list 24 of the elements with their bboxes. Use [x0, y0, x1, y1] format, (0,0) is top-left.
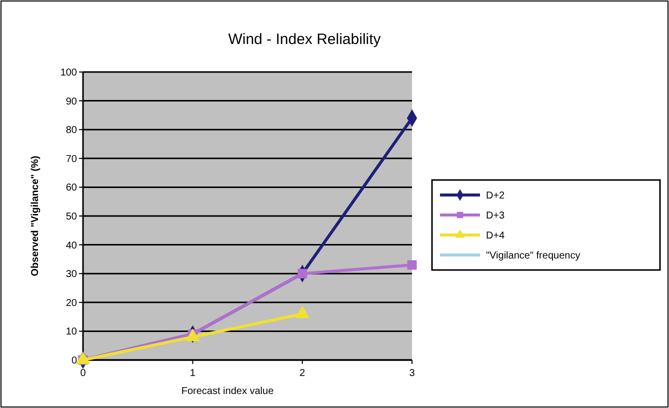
y-tick-label: 100 — [60, 68, 78, 78]
y-tick-label: 50 — [66, 212, 78, 222]
y-tick-label: 60 — [66, 182, 78, 194]
y-tick-label: 70 — [66, 154, 78, 165]
point — [407, 260, 417, 270]
y-tick-label: 0 — [71, 356, 78, 366]
y-tick-label: 40 — [66, 240, 78, 252]
x-tick-label: 2 — [300, 368, 306, 379]
point — [298, 268, 308, 278]
x-tick-label: 1 — [190, 368, 196, 379]
y-tick-label: 30 — [66, 269, 78, 280]
y-tick-label: 10 — [66, 326, 78, 338]
legend-label: D+3 — [486, 210, 506, 222]
y-tick-label: 90 — [66, 96, 78, 108]
legend-label: D+4 — [486, 230, 506, 242]
legend-label: "Vigilance" frequency — [486, 250, 580, 262]
x-axis-title: Forecast index value — [181, 386, 274, 397]
y-tick-label: 80 — [66, 125, 78, 136]
legend-label: D+2 — [486, 190, 506, 202]
y-tick-label: 20 — [66, 298, 78, 309]
x-tick-label: 0 — [80, 368, 86, 379]
x-tick-label: 3 — [409, 368, 416, 379]
chart-title: Wind - Index Reliability — [228, 31, 382, 48]
y-axis-title: Observed "Vigilance" (%) — [30, 156, 41, 276]
